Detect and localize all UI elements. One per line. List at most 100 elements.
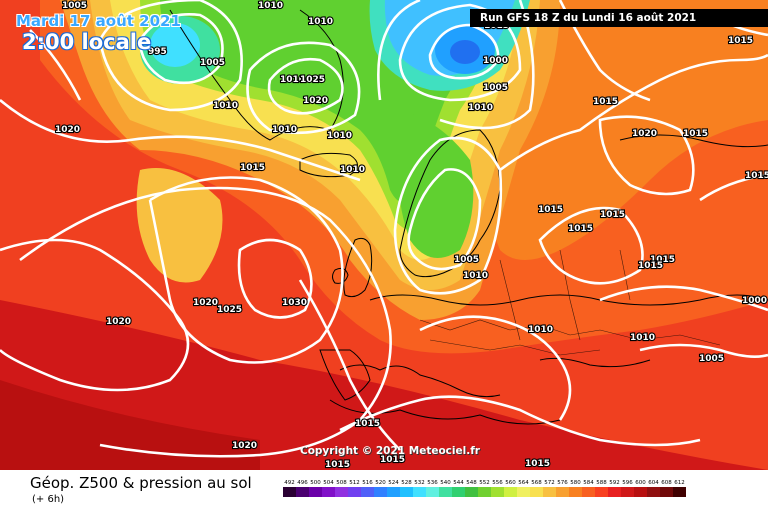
- scale-tick-label: 544: [453, 480, 464, 486]
- isobar-label: 1020: [303, 96, 328, 106]
- isobar-label: 1025: [300, 75, 325, 85]
- isobar-1020-russia: [598, 115, 695, 196]
- scale-swatch: [530, 487, 543, 497]
- scale-swatch: [452, 487, 465, 497]
- dark-red-zone: [0, 300, 768, 470]
- isobar-label: 1015: [380, 455, 405, 465]
- black-sea-coast: [539, 357, 651, 368]
- isobar-1010-east: [599, 285, 768, 312]
- isobar-1010-north: [377, 0, 535, 130]
- scandinavia-coast: [399, 129, 501, 278]
- isobar-label: 1015: [728, 36, 753, 46]
- isobar-label: 1005: [200, 58, 225, 68]
- isobar-1010-far-east: [699, 173, 768, 202]
- isobar-label: 1010: [272, 125, 297, 135]
- scale-tick-label: 564: [518, 480, 529, 486]
- isobar-label: 1010: [213, 101, 238, 111]
- scale-swatch: [647, 487, 660, 497]
- scale-swatch: [465, 487, 478, 497]
- scale-tick-label: 596: [622, 480, 633, 486]
- isobar-1030: [237, 238, 313, 319]
- scale-tick-label: 512: [349, 480, 360, 486]
- isobar-label: 1020: [232, 441, 257, 451]
- greenland-coast: [169, 9, 344, 141]
- scale-swatch: [439, 487, 452, 497]
- scale-swatch: [322, 487, 335, 497]
- scale-swatch: [543, 487, 556, 497]
- isobar-1010-central: [419, 315, 572, 421]
- scale-tick-label: 500: [310, 480, 321, 486]
- isobar-1005-north: [398, 3, 522, 102]
- isobar-1015-biscay: [298, 279, 401, 451]
- color-scale: 492 496 500 504 508 512 516 520 524 528 532 536 540 5…: [283, 480, 751, 497]
- isobar-1010-scandinavia: [393, 136, 503, 295]
- scale-swatch: [387, 487, 400, 497]
- scale-swatch: [608, 487, 621, 497]
- isobar-label: 1010: [258, 1, 283, 11]
- scale-tick-label: 576: [557, 480, 568, 486]
- isobar-1025-azores: [148, 176, 344, 364]
- scale-swatch: [582, 487, 595, 497]
- scale-swatch: [569, 487, 582, 497]
- isobar-label: 1010: [280, 75, 305, 85]
- isobar-label: 1015: [355, 419, 380, 429]
- isobar-label: 1015: [638, 261, 663, 271]
- isobar-label: 1010: [468, 103, 493, 113]
- scale-swatch: [400, 487, 413, 497]
- iceland-coast: [299, 152, 358, 178]
- isobar-label: 1015: [538, 205, 563, 215]
- isobar-label: 1010: [528, 325, 553, 335]
- mediterranean-north: [339, 364, 501, 398]
- isobar-label: 1010: [463, 271, 488, 281]
- legend-footer: Géop. Z500 & pression au sol (+ 6h) 492 4…: [0, 470, 768, 512]
- scale-tick-label: 592: [609, 480, 620, 486]
- scale-swatch: [660, 487, 673, 497]
- isobar-1020-west: [0, 238, 190, 392]
- isobar-label: 1020: [632, 129, 657, 139]
- isobar-label: 1030: [282, 298, 307, 308]
- scale-swatch: [673, 487, 686, 497]
- scale-swatch: [478, 487, 491, 497]
- scale-tick-label: 532: [414, 480, 425, 486]
- scale-swatch: [621, 487, 634, 497]
- isobar-label: 1015: [525, 459, 550, 469]
- scale-tick-label: 560: [505, 480, 516, 486]
- isobar-label: 1015: [650, 255, 675, 265]
- scale-tick-label: 556: [492, 480, 503, 486]
- scale-swatch: [556, 487, 569, 497]
- scale-tick-label: 600: [635, 480, 646, 486]
- legend-subtitle: (+ 6h): [32, 494, 65, 505]
- scale-swatch: [491, 487, 504, 497]
- scale-tick-label: 588: [596, 480, 607, 486]
- scale-tick-label: 548: [466, 480, 477, 486]
- isobar-label: 1010: [308, 17, 333, 27]
- scale-tick-label: 540: [440, 480, 451, 486]
- isobars: [0, 0, 768, 458]
- isobar-label: 1005: [454, 255, 479, 265]
- scale-swatch: [634, 487, 647, 497]
- scale-swatch: [309, 487, 322, 497]
- scale-tick-label: 572: [544, 480, 555, 486]
- isobar-1015-south: [339, 395, 701, 447]
- border-line-2: [429, 339, 601, 356]
- scale-tick-label: 536: [427, 480, 438, 486]
- scale-tick-label: 612: [674, 480, 685, 486]
- isobar-label: 1015: [325, 460, 350, 470]
- scale-swatch: [335, 487, 348, 497]
- isobar-label: 1005: [483, 83, 508, 93]
- scale-swatch: [426, 487, 439, 497]
- isobar-label: 1020: [55, 125, 80, 135]
- isobar-label: 1020: [193, 298, 218, 308]
- scale-tick-label: 520: [375, 480, 386, 486]
- isobar-label: 1010: [340, 165, 365, 175]
- isobar-1025: [267, 57, 344, 115]
- isobar-1005-far-west: [29, 29, 82, 101]
- isobar-label: 1005: [62, 1, 87, 11]
- scale-tick-label: 504: [323, 480, 334, 486]
- nw-cold-core: [150, 23, 200, 67]
- europe-north-coast: [369, 294, 768, 306]
- scale-swatch: [348, 487, 361, 497]
- isobar-995: [138, 13, 224, 85]
- isobar-label: 1015: [240, 163, 265, 173]
- scale-swatch: [413, 487, 426, 497]
